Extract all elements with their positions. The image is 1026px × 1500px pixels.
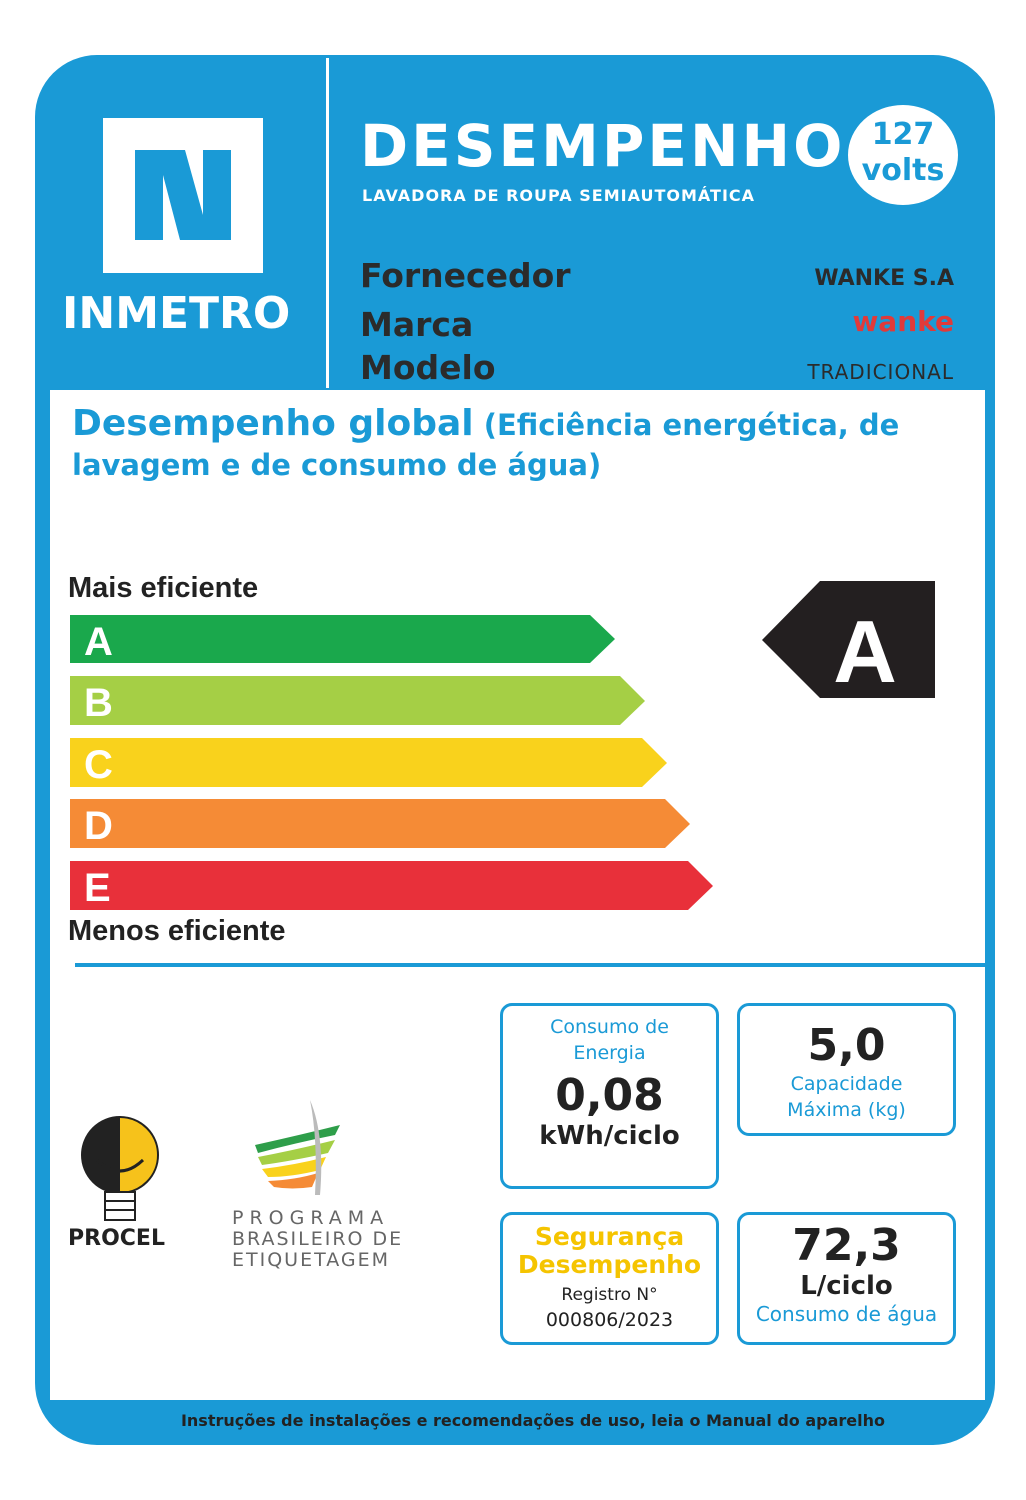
voltage-unit: volts — [861, 153, 945, 188]
subtitle: LAVADORA DE ROUPA SEMIAUTOMÁTICA — [362, 186, 756, 205]
voltage: 127 — [871, 117, 935, 152]
scale-top-label: Mais eficiente — [68, 572, 259, 604]
footer: Instruções de instalações e recomendaçõe… — [180, 1411, 886, 1430]
rating-arrow — [762, 581, 935, 698]
safety-box: Segurança Desempenho Registro N° 000806/… — [500, 1212, 719, 1345]
field-value: wanke — [852, 305, 954, 338]
energy-box: Consumo de Energia 0,08 kWh/ciclo — [500, 1003, 719, 1189]
field-label: Modelo — [360, 348, 496, 387]
safety-title-line: Segurança — [534, 1222, 685, 1251]
class-letter: B — [84, 681, 113, 725]
procel-text: PROCEL — [68, 1226, 165, 1251]
class-arrow — [70, 799, 690, 848]
class-letter: C — [84, 743, 113, 787]
program-line: BRASILEIRO DE — [232, 1228, 404, 1250]
class-arrow — [70, 676, 645, 725]
divider — [326, 58, 329, 388]
class-letter: E — [84, 866, 111, 910]
logo-text: INMETRO — [62, 288, 291, 339]
water-unit: L/ciclo — [800, 1271, 893, 1301]
field-value: TRADICIONAL — [807, 360, 954, 384]
separator — [75, 963, 985, 967]
capacity-box: 5,0 Capacidade Máxima (kg) — [737, 1003, 956, 1136]
performance-heading: Desempenho global (Eficiência energética… — [72, 404, 932, 485]
voltage-badge: 127 volts — [848, 105, 958, 205]
program-line: PROGRAMA — [232, 1207, 390, 1229]
energy-value: 0,08 — [555, 1070, 664, 1121]
capacity-value: 5,0 — [807, 1020, 886, 1071]
capacity-label: Capacidade Máxima (kg) — [787, 1073, 906, 1121]
field-label: Fornecedor — [360, 256, 571, 295]
class-arrow — [70, 738, 667, 787]
registry-label: Registro N° — [561, 1285, 658, 1305]
title: DESEMPENHO — [360, 112, 846, 180]
procel-icon — [81, 1116, 159, 1221]
heading-note: (Eficiência energética, de lavagem e de … — [72, 408, 900, 482]
class-letter: A — [84, 620, 113, 664]
safety-title-line: Desempenho — [517, 1250, 702, 1279]
efficiency-scale: A B C D E A — [70, 581, 935, 910]
field-label: Marca — [360, 305, 474, 344]
energy-label: Consumo de Energia — [550, 1016, 669, 1064]
field-value: WANKE S.A — [814, 266, 954, 291]
class-arrow — [70, 615, 615, 663]
class-letter: D — [84, 804, 113, 848]
scale-bottom-label: Menos eficiente — [68, 915, 286, 947]
registry: 000806/2023 — [545, 1309, 674, 1331]
water-label: Consumo de água — [755, 1302, 938, 1326]
water-box: 72,3 L/ciclo Consumo de água — [737, 1212, 956, 1345]
program-text: PROGRAMA BRASILEIRO DE ETIQUETAGEM — [232, 1208, 403, 1271]
water-value: 72,3 — [792, 1220, 901, 1271]
inmetro-logo — [103, 118, 263, 273]
rating: A — [833, 602, 897, 701]
energy-unit: kWh/ciclo — [539, 1121, 680, 1151]
program-line: ETIQUETAGEM — [232, 1249, 390, 1271]
class-arrow — [70, 861, 713, 910]
heading: Desempenho global — [72, 403, 474, 444]
safety-title: Segurança Desempenho — [503, 1223, 716, 1279]
program-icon — [255, 1100, 340, 1195]
